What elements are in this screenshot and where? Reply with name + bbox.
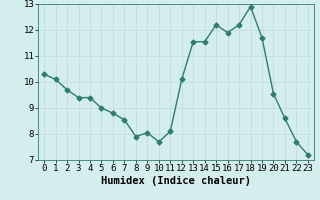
X-axis label: Humidex (Indice chaleur): Humidex (Indice chaleur) (101, 176, 251, 186)
